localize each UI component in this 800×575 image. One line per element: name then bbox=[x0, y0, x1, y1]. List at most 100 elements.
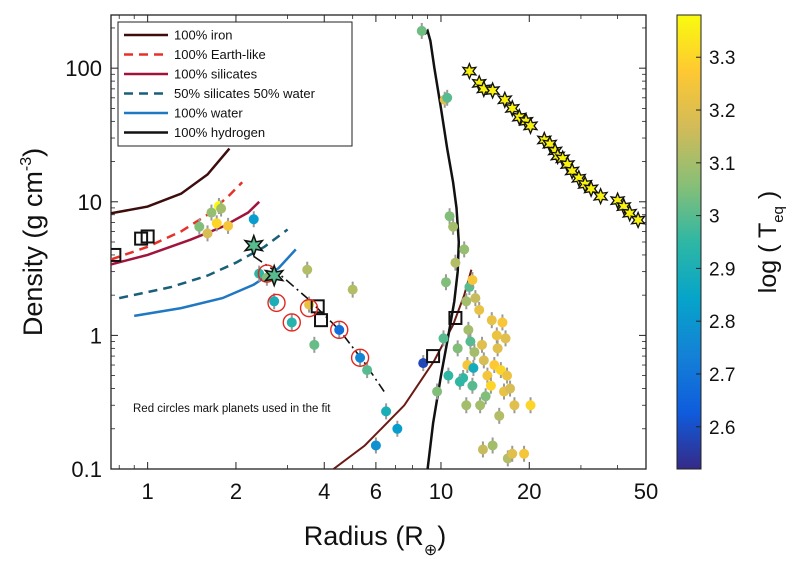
planet-point bbox=[454, 376, 465, 387]
y-axis-label: Density (g cm-3) bbox=[18, 148, 48, 336]
star-marker bbox=[630, 210, 646, 230]
planet-point bbox=[509, 400, 520, 411]
planet-point bbox=[438, 333, 449, 344]
axis-ticks: 1 2 4 6 10 20 50 0.1 1 10 100 bbox=[65, 15, 658, 504]
square-marker bbox=[140, 229, 155, 244]
y-tick-label: 1 bbox=[90, 323, 102, 348]
planet-point bbox=[302, 264, 313, 275]
planet-point bbox=[519, 448, 530, 459]
planet-point bbox=[440, 277, 451, 288]
x-tick-label: 6 bbox=[370, 479, 382, 504]
planet-point bbox=[461, 296, 472, 307]
model-curve bbox=[111, 181, 244, 261]
planet-point bbox=[505, 383, 516, 394]
legend-label: 50% silicates 50% water bbox=[174, 86, 316, 101]
planet-point bbox=[492, 343, 503, 354]
planet-point bbox=[248, 214, 259, 225]
star-marker bbox=[564, 161, 581, 181]
planet-point bbox=[500, 333, 511, 344]
planet-point bbox=[485, 380, 496, 391]
planet-point bbox=[486, 315, 497, 326]
x-tick-label: 10 bbox=[429, 479, 453, 504]
planet-point bbox=[194, 221, 205, 232]
legend: 100% iron 100% Earth-like 100% silicates 50… bbox=[117, 21, 353, 147]
star-marker bbox=[592, 186, 609, 206]
x-tick-label: 2 bbox=[230, 479, 242, 504]
planet-point bbox=[370, 440, 381, 451]
planet-point bbox=[416, 25, 427, 36]
planet-point bbox=[459, 244, 470, 255]
colorbar-tick-label: 2.8 bbox=[709, 312, 735, 333]
star-marker bbox=[475, 79, 492, 99]
star-marker bbox=[570, 169, 587, 188]
planet-point bbox=[347, 284, 358, 295]
planet-point bbox=[487, 440, 498, 451]
planet-point bbox=[491, 330, 502, 341]
colorbar-tick-label: 2.7 bbox=[709, 365, 735, 386]
star-marker bbox=[522, 116, 539, 136]
planet-point bbox=[444, 211, 455, 222]
model-curve bbox=[111, 147, 231, 215]
planet-point bbox=[286, 317, 297, 328]
planet-point bbox=[468, 363, 479, 374]
colorbar-tick-label: 2.6 bbox=[709, 418, 735, 439]
y-tick-label: 0.1 bbox=[71, 457, 102, 482]
star-marker bbox=[496, 90, 513, 110]
star-marker bbox=[504, 99, 521, 118]
star-marker bbox=[484, 81, 501, 100]
planet-point bbox=[355, 352, 366, 363]
planet-point bbox=[467, 380, 478, 391]
planet-point bbox=[465, 336, 476, 347]
x-axis-label: Radius (R⊕) bbox=[304, 521, 446, 559]
legend-label: 100% silicates bbox=[174, 67, 258, 82]
square-marker bbox=[314, 313, 329, 328]
planet-point bbox=[461, 400, 472, 411]
x-tick-label: 50 bbox=[634, 479, 658, 504]
fit-red-circle bbox=[282, 313, 301, 332]
fit-red-circle bbox=[299, 298, 319, 318]
colorbar-tick-label: 2.9 bbox=[709, 259, 735, 280]
planet-point bbox=[202, 228, 213, 239]
x-tick-label: 20 bbox=[517, 479, 541, 504]
square-marker bbox=[426, 349, 441, 364]
legend-label: 100% water bbox=[174, 106, 243, 121]
planet-point bbox=[497, 317, 508, 328]
star-marker bbox=[621, 204, 638, 223]
planet-point bbox=[477, 444, 488, 455]
colorbar-tick-label: 3.3 bbox=[709, 48, 735, 69]
colorbar-label: log ( Teq ) bbox=[754, 191, 787, 293]
fit-star-marker bbox=[243, 233, 265, 258]
planet-point bbox=[452, 343, 463, 354]
planet-point bbox=[334, 324, 345, 335]
planet-point bbox=[478, 355, 489, 366]
star-marker bbox=[615, 197, 632, 216]
planet-point bbox=[216, 203, 227, 214]
planet-point bbox=[494, 410, 505, 421]
legend-label: 100% hydrogen bbox=[174, 125, 265, 140]
star-marker bbox=[583, 179, 600, 199]
legend-label: 100% Earth-like bbox=[174, 47, 266, 62]
model-curve bbox=[118, 228, 289, 300]
model-curves bbox=[111, 28, 473, 469]
model-curve bbox=[423, 28, 461, 469]
colorbar-tick-label: 3 bbox=[709, 207, 720, 228]
colorbar bbox=[676, 14, 702, 470]
star-marker bbox=[461, 61, 478, 81]
planet-point bbox=[254, 268, 265, 279]
planet-point bbox=[309, 339, 320, 350]
planet-point bbox=[206, 207, 217, 218]
planet-point bbox=[470, 293, 481, 304]
model-curve-unlabeled bbox=[332, 269, 473, 469]
fit-annotation: Red circles mark planets used in the fit bbox=[133, 403, 331, 415]
planet-point bbox=[467, 274, 478, 285]
x-tick-label: 4 bbox=[318, 479, 330, 504]
colorbar-ticks: 2.6 2.7 2.8 2.9 3 3.1 3.2 3.3 bbox=[696, 48, 735, 439]
colorbar-tick-label: 3.1 bbox=[709, 154, 735, 175]
planet-point bbox=[381, 406, 392, 417]
planet-point bbox=[469, 347, 480, 358]
planet-point bbox=[418, 358, 429, 369]
planet-point bbox=[463, 324, 474, 335]
y-tick-label: 10 bbox=[78, 190, 102, 215]
legend-label: 100% iron bbox=[174, 28, 233, 43]
